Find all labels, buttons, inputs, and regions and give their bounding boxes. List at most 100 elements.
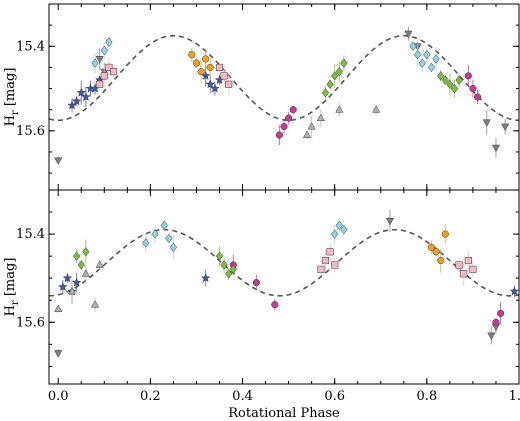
- data-point: [165, 233, 173, 244]
- data-point: [220, 72, 228, 80]
- data-point: [271, 301, 279, 309]
- data-point: [225, 269, 233, 279]
- data-point: [455, 75, 463, 85]
- data-point: [316, 113, 325, 122]
- data-point: [275, 131, 283, 139]
- y-tick-label: 15.6: [16, 124, 45, 139]
- data-point: [71, 96, 82, 106]
- data-point: [441, 230, 449, 238]
- data-point: [91, 58, 99, 68]
- data-point: [100, 45, 108, 56]
- data-point: [469, 265, 477, 273]
- data-point: [76, 87, 87, 97]
- x-tick-label: 0.2: [140, 389, 161, 404]
- x-axis-title: Rotational Phase: [228, 406, 340, 421]
- data-point: [54, 304, 63, 312]
- data-point: [469, 84, 477, 93]
- data-point: [460, 270, 468, 278]
- data-point: [335, 105, 344, 113]
- data-point: [446, 79, 454, 90]
- y-tick-label: 15.4: [16, 39, 45, 54]
- data-point: [409, 41, 417, 51]
- data-point: [317, 265, 325, 273]
- data-point: [437, 256, 445, 265]
- data-point: [340, 58, 348, 68]
- data-point: [105, 37, 113, 47]
- data-point: [302, 130, 312, 138]
- data-point: [81, 269, 90, 277]
- data-point: [200, 273, 211, 283]
- y-axis-title: Hr [mag]: [3, 68, 21, 127]
- data-point: [82, 247, 90, 257]
- data-point: [160, 220, 168, 230]
- data-point: [71, 277, 82, 287]
- data-point: [58, 282, 68, 292]
- data-point: [418, 58, 426, 68]
- x-tick-label: 0.0: [48, 389, 69, 404]
- data-point: [192, 59, 201, 67]
- data-point: [54, 157, 63, 165]
- y-axis-title: Hr [mag]: [3, 258, 21, 317]
- data-point: [427, 243, 436, 251]
- data-point: [404, 30, 413, 39]
- data-point: [197, 68, 205, 76]
- data-point: [487, 332, 496, 340]
- data-point: [427, 62, 436, 73]
- data-point: [77, 260, 85, 270]
- data-point: [385, 217, 395, 226]
- data-point: [326, 79, 334, 90]
- data-point: [206, 63, 214, 71]
- panel-frame: [48, 3, 520, 191]
- x-tick-label: 0.8: [416, 389, 437, 404]
- data-point: [473, 93, 482, 101]
- x-tick-label: 0.4: [232, 389, 253, 404]
- y-axis-title-unit: [mag]: [3, 258, 18, 301]
- data-point: [432, 54, 440, 64]
- data-point: [372, 105, 381, 113]
- data-point: [210, 83, 220, 93]
- data-point: [215, 251, 224, 261]
- data-point: [289, 106, 297, 114]
- y-axis-title-main: H: [3, 305, 18, 316]
- data-point: [335, 66, 343, 77]
- data-point: [73, 251, 81, 261]
- y-axis-title-unit: [mag]: [3, 68, 18, 111]
- data-point: [229, 264, 237, 275]
- data-point: [81, 92, 91, 102]
- model-curve: [48, 34, 520, 122]
- y-tick-label: 15.4: [16, 227, 45, 242]
- data-point: [492, 318, 500, 326]
- data-point: [205, 79, 216, 89]
- bottom-panel: 15.4 15.6 0.0 0.2 0.4 0.6 0.8 1.0 Rotational Pha…: [3, 189, 520, 421]
- data-point: [331, 229, 339, 239]
- data-point: [321, 256, 330, 265]
- data-point: [501, 123, 510, 132]
- data-point: [335, 220, 343, 230]
- data-point: [491, 144, 501, 153]
- data-point: [95, 260, 104, 268]
- top-panel: 15.4 15.6Hr [mag]: [3, 3, 520, 191]
- data-point: [331, 261, 339, 269]
- model-curve: [48, 228, 520, 297]
- data-point: [100, 72, 108, 80]
- data-point: [62, 273, 73, 283]
- panel-frame: [48, 189, 520, 385]
- data-point: [482, 119, 491, 127]
- data-point: [95, 56, 104, 64]
- data-point: [441, 75, 449, 85]
- x-tick-label: 0.6: [324, 389, 345, 404]
- data-point: [450, 83, 459, 94]
- data-point: [497, 309, 505, 318]
- data-point: [464, 256, 472, 265]
- data-point: [437, 71, 445, 81]
- data-point: [509, 286, 520, 296]
- data-point: [91, 300, 100, 308]
- data-point: [188, 51, 196, 59]
- data-point: [202, 55, 210, 63]
- data-point: [464, 72, 472, 80]
- y-tick-label: 15.6: [16, 315, 45, 330]
- data-point: [142, 238, 150, 248]
- data-point: [225, 80, 233, 88]
- y-axis-title-sub: r: [10, 300, 21, 305]
